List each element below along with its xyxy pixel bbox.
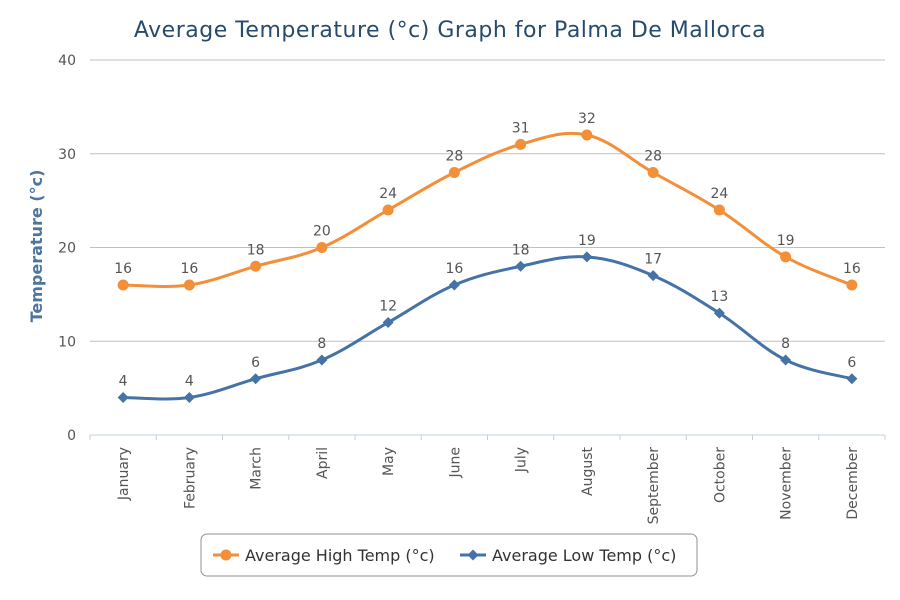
data-point-low[interactable] [316, 354, 328, 366]
data-point-low[interactable] [382, 317, 394, 328]
data-label-high: 16 [114, 261, 132, 277]
data-label-high: 16 [180, 261, 198, 277]
data-point-high[interactable] [581, 129, 593, 141]
data-label-high: 24 [379, 186, 397, 202]
chart-title: Average Temperature (°c) Graph for Palma… [134, 18, 766, 43]
data-label-high: 28 [644, 149, 662, 165]
legend-item-low[interactable]: Average Low Temp (°c) [460, 546, 676, 565]
data-label-low: 6 [847, 355, 856, 371]
x-tick-label: June [447, 447, 463, 479]
data-point-high[interactable] [382, 204, 394, 216]
x-tick-label: November [779, 447, 795, 520]
legend-label-high: Average High Temp (°c) [245, 546, 435, 565]
legend[interactable]: Average High Temp (°c) Average Low Temp (… [200, 533, 698, 577]
y-tick-label: 20 [58, 241, 76, 257]
data-point-high[interactable] [515, 138, 527, 150]
x-tick-label: January [116, 447, 132, 501]
y-axis-ticks: 0 10 20 30 40 [58, 53, 76, 444]
series-high [117, 129, 858, 291]
data-point-low[interactable] [846, 373, 858, 385]
data-point-high[interactable] [183, 279, 195, 291]
data-point-low[interactable] [515, 260, 527, 272]
data-point-high[interactable] [647, 167, 659, 178]
y-tick-label: 30 [58, 147, 76, 163]
legend-box [200, 533, 698, 577]
series-line-low [123, 255, 853, 401]
x-tick-label: March [249, 447, 265, 490]
data-label-low: 17 [644, 252, 662, 268]
legend-circle-marker [220, 549, 232, 561]
legend-item-high[interactable]: Average High Temp (°c) [213, 546, 435, 565]
data-label-high: 19 [777, 233, 795, 249]
data-point-high[interactable] [117, 279, 129, 291]
data-labels: 16 16 18 20 24 28 31 32 28 24 19 16 4 4 6 8 12 16 18 19 17 13… [114, 111, 861, 390]
data-point-low[interactable] [581, 251, 593, 263]
x-tick-label: February [182, 447, 198, 509]
data-point-low[interactable] [713, 307, 725, 319]
series-line-high [123, 131, 853, 288]
data-point-high[interactable] [713, 204, 725, 216]
data-point-high[interactable] [316, 242, 328, 253]
data-point-low[interactable] [183, 392, 195, 403]
data-point-low[interactable] [647, 270, 659, 282]
x-tick-label: April [315, 447, 331, 479]
data-label-low: 16 [445, 261, 463, 277]
data-point-low[interactable] [780, 354, 792, 366]
data-label-low: 18 [512, 242, 530, 258]
y-tick-label: 0 [67, 428, 76, 444]
x-tick-label: September [646, 447, 662, 525]
data-label-high: 31 [512, 120, 530, 136]
data-label-low: 4 [119, 374, 128, 390]
grid-lines [90, 59, 885, 342]
data-point-high[interactable] [448, 167, 460, 178]
y-tick-label: 10 [58, 334, 76, 350]
x-tick-label: October [712, 447, 728, 503]
data-label-high: 16 [843, 261, 861, 277]
data-label-low: 8 [317, 336, 326, 352]
data-point-low[interactable] [250, 373, 262, 385]
legend-label-low: Average Low Temp (°c) [492, 546, 676, 565]
data-label-low: 4 [185, 374, 194, 390]
data-label-high: 24 [710, 186, 728, 202]
x-tick-label: May [381, 447, 397, 476]
data-label-low: 12 [379, 299, 397, 315]
data-point-high[interactable] [250, 260, 262, 272]
series-layer [117, 129, 858, 403]
data-label-high: 20 [313, 224, 331, 240]
legend-diamond-marker [467, 549, 479, 561]
y-tick-label: 40 [58, 53, 76, 69]
data-label-high: 18 [247, 242, 265, 258]
data-point-low[interactable] [448, 279, 460, 291]
x-tick-label: December [845, 447, 861, 520]
data-label-low: 13 [710, 289, 728, 305]
data-label-high: 32 [578, 111, 596, 127]
data-point-low[interactable] [117, 392, 129, 403]
data-label-low: 19 [578, 233, 596, 249]
data-point-high[interactable] [780, 251, 792, 263]
data-label-low: 6 [251, 355, 260, 371]
data-point-high[interactable] [846, 279, 858, 291]
y-axis-title: Temperature (°c) [27, 170, 46, 323]
x-tick-label: August [580, 446, 596, 496]
data-label-low: 8 [781, 336, 790, 352]
data-label-high: 28 [445, 149, 463, 165]
series-low [117, 251, 858, 403]
x-tick-label: July [514, 447, 530, 473]
x-axis: January February March April May June July Augu… [89, 434, 886, 525]
